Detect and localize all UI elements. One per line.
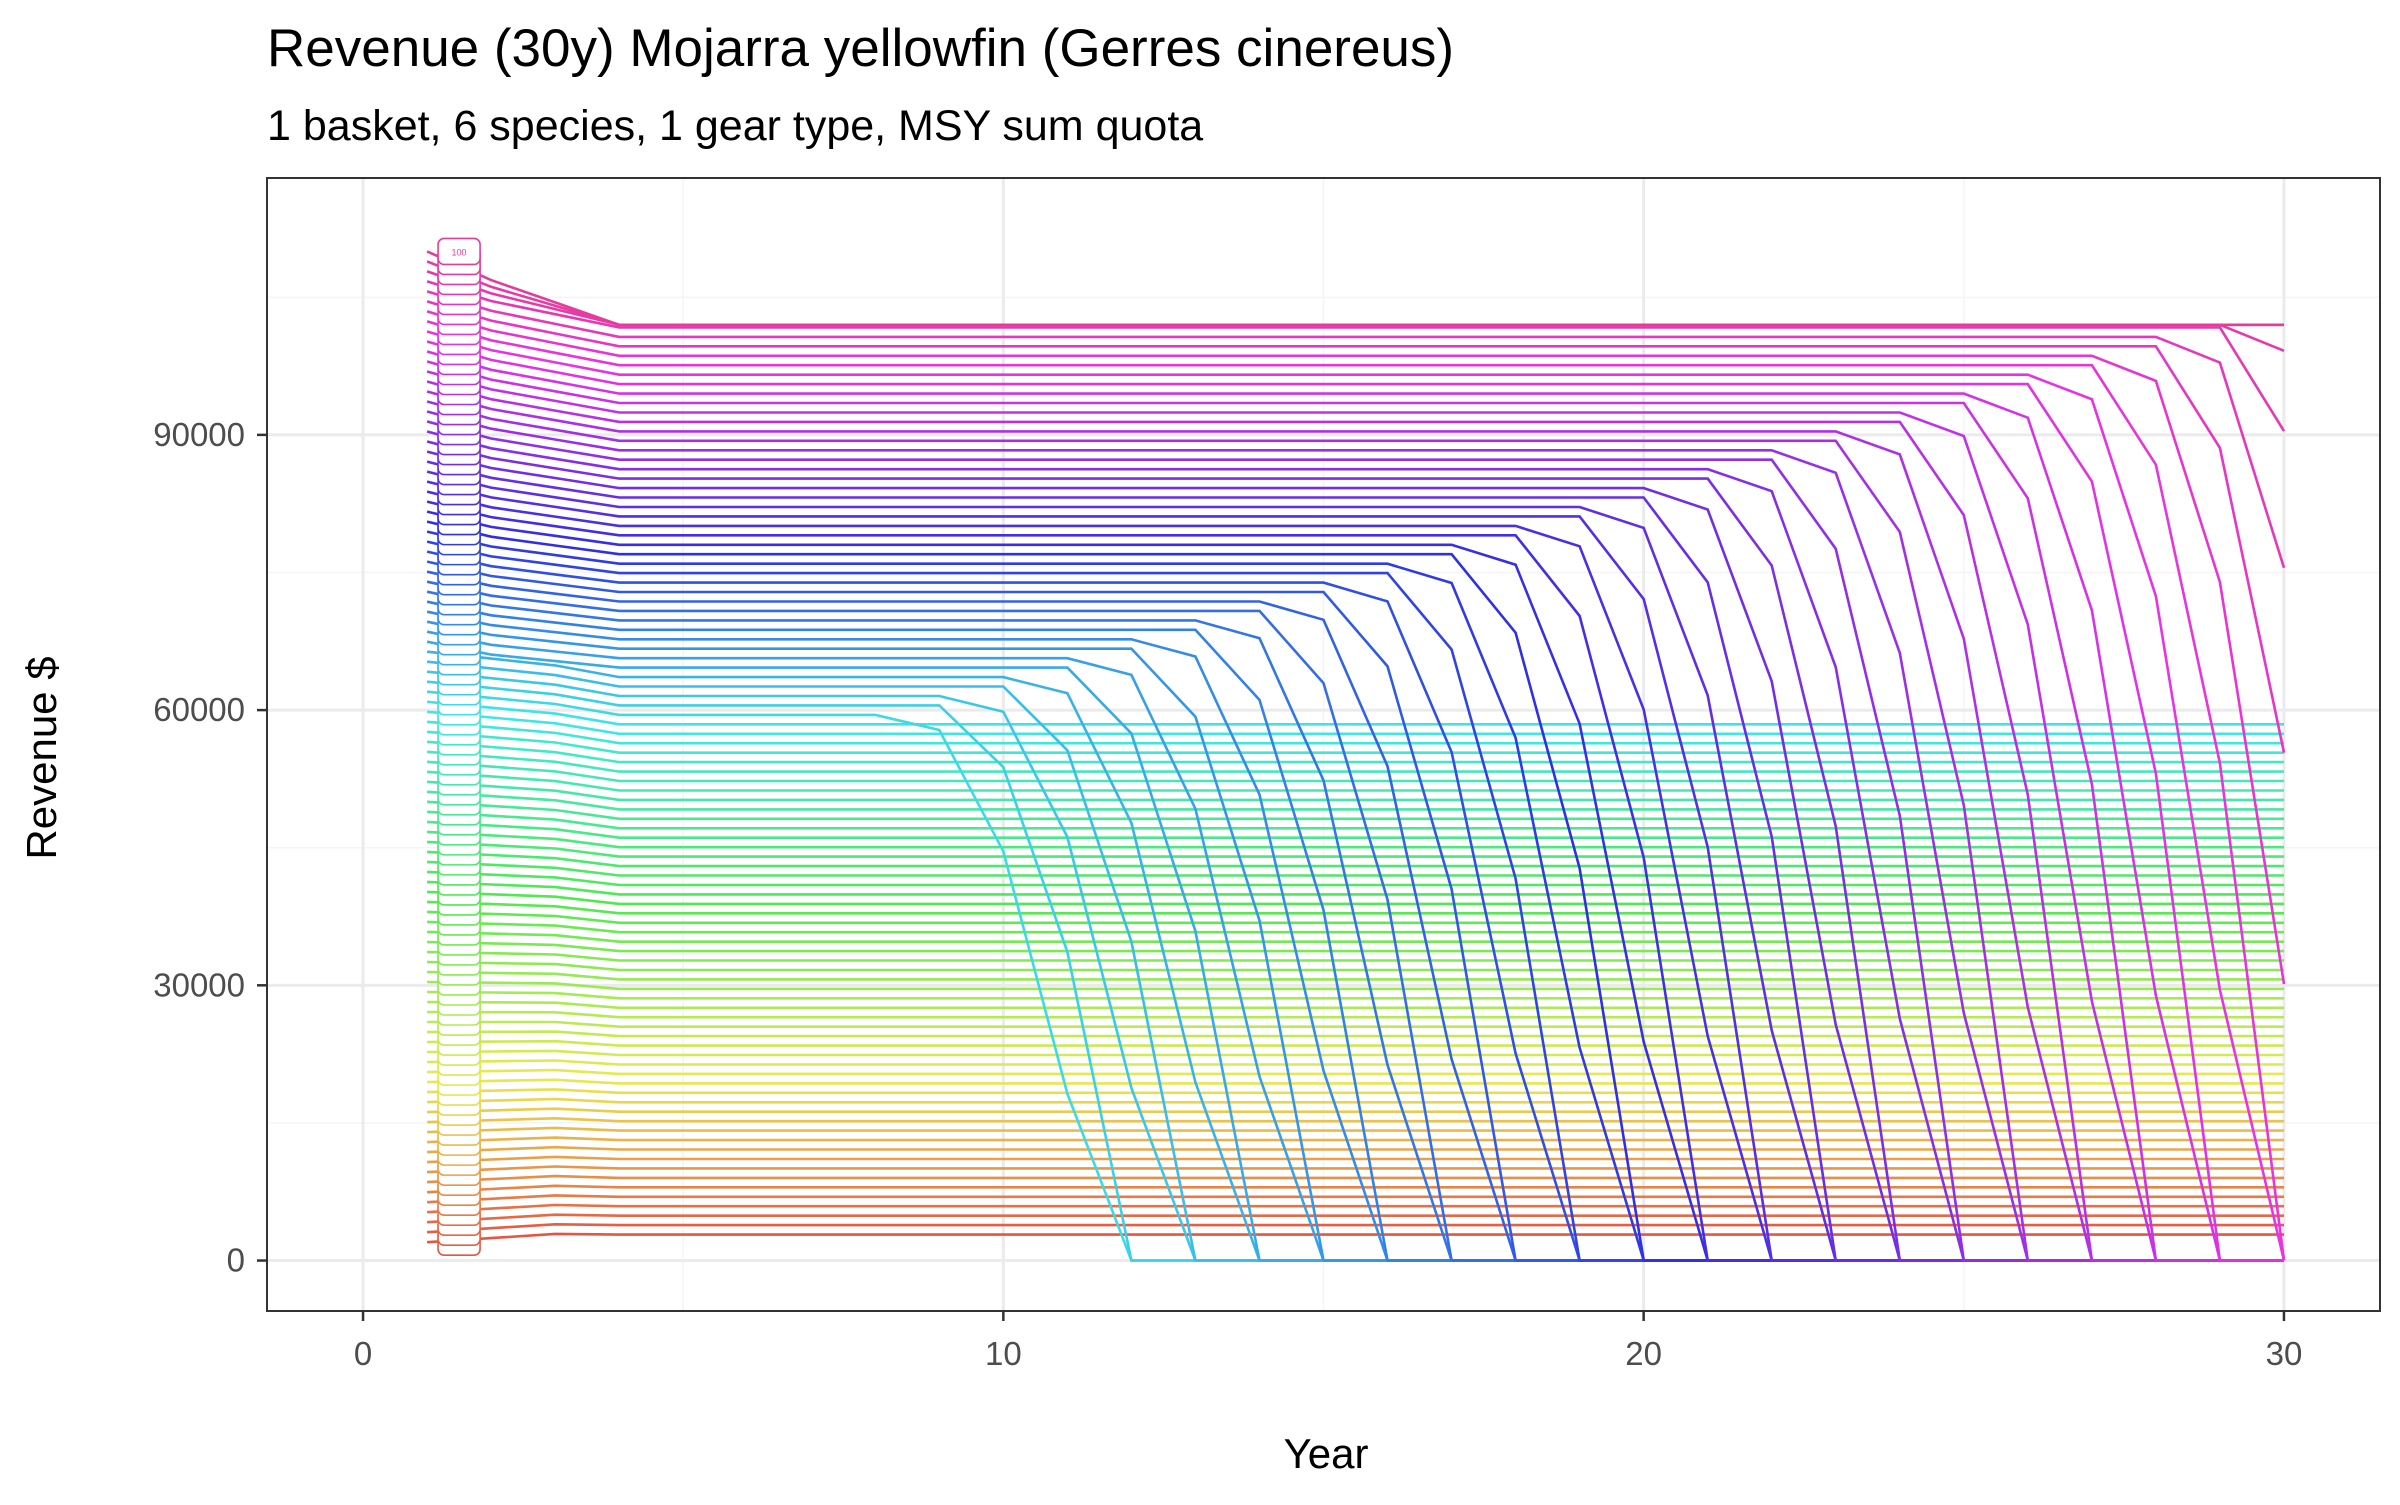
series-line-27 bbox=[427, 980, 2284, 991]
series-line-9 bbox=[427, 1155, 2284, 1164]
series-line-95 bbox=[426, 300, 2286, 753]
series-line-47 bbox=[427, 780, 2284, 802]
series-line-88 bbox=[426, 370, 2284, 1262]
series-line-93 bbox=[426, 320, 2286, 1261]
x-tick-label: 10 bbox=[985, 1335, 1022, 1372]
series-line-1 bbox=[427, 1232, 2284, 1244]
series-line-97 bbox=[426, 280, 2286, 432]
series-line-91 bbox=[426, 340, 2284, 1262]
series-line-31 bbox=[427, 940, 2284, 953]
series-line-24 bbox=[427, 1010, 2284, 1019]
x-axis-title: Year bbox=[1284, 1430, 1369, 1477]
series-line-26 bbox=[427, 990, 2284, 1000]
chart-title: Revenue (30y) Mojarra yellowfin (Gerres … bbox=[267, 19, 1454, 78]
series-line-89 bbox=[426, 360, 2284, 1262]
series-line-5 bbox=[427, 1194, 2284, 1204]
series-line-86 bbox=[426, 390, 2284, 1262]
series-line-53 bbox=[426, 720, 2284, 745]
series-line-7 bbox=[427, 1174, 2284, 1184]
series-line-23 bbox=[427, 1020, 2284, 1028]
series-line-55 bbox=[426, 700, 2284, 726]
x-tick-label: 0 bbox=[354, 1335, 372, 1372]
series-line-94 bbox=[426, 310, 2286, 985]
series-labels: 100 bbox=[437, 237, 481, 1256]
series-line-52 bbox=[426, 730, 2284, 754]
series-line-96 bbox=[426, 290, 2286, 569]
series-lines bbox=[426, 250, 2286, 1262]
series-line-90 bbox=[426, 350, 2284, 1262]
series-line-25 bbox=[427, 1000, 2284, 1010]
series-line-50 bbox=[426, 750, 2284, 773]
series-line-13 bbox=[427, 1116, 2284, 1124]
y-axis-title: Revenue $ bbox=[18, 656, 65, 859]
series-line-54 bbox=[426, 710, 2284, 736]
series-line-40 bbox=[427, 850, 2284, 868]
series-line-41 bbox=[427, 840, 2284, 858]
plot-area: 100 0 30000 60000 90000 0 10 20 30 bbox=[153, 177, 2381, 1372]
series-label-100: 100 bbox=[452, 247, 467, 257]
series-line-49 bbox=[427, 760, 2284, 783]
series-line-11 bbox=[427, 1136, 2284, 1144]
series-line-44 bbox=[427, 810, 2284, 830]
series-line-10 bbox=[427, 1145, 2284, 1154]
series-line-33 bbox=[427, 920, 2284, 934]
series-line-37 bbox=[427, 880, 2284, 896]
series-line-87 bbox=[426, 380, 2284, 1262]
series-line-12 bbox=[427, 1126, 2284, 1134]
series-line-92 bbox=[426, 330, 2286, 1261]
x-tick-label: 20 bbox=[1625, 1335, 1662, 1372]
series-line-16 bbox=[427, 1088, 2284, 1095]
series-line-43 bbox=[427, 820, 2284, 839]
series-line-3 bbox=[427, 1213, 2284, 1224]
series-line-15 bbox=[427, 1097, 2284, 1104]
series-line-42 bbox=[427, 830, 2284, 849]
series-line-19 bbox=[427, 1059, 2284, 1066]
series-line-30 bbox=[427, 950, 2284, 962]
series-line-51 bbox=[426, 740, 2284, 764]
series-line-18 bbox=[427, 1068, 2284, 1076]
y-tick-label: 30000 bbox=[153, 966, 245, 1003]
y-tick-label: 60000 bbox=[153, 691, 245, 728]
series-line-85 bbox=[426, 400, 2284, 1262]
y-tick-label: 0 bbox=[227, 1242, 245, 1279]
series-line-35 bbox=[427, 900, 2284, 915]
series-line-45 bbox=[427, 800, 2284, 821]
series-line-83 bbox=[426, 420, 2284, 1262]
series-line-22 bbox=[427, 1030, 2284, 1038]
series-line-32 bbox=[427, 930, 2284, 943]
series-line-21 bbox=[427, 1039, 2284, 1047]
plot-border bbox=[266, 177, 2381, 1312]
series-line-14 bbox=[427, 1107, 2284, 1114]
chart-subtitle: 1 basket, 6 species, 1 gear type, MSY su… bbox=[267, 102, 1203, 150]
series-line-28 bbox=[427, 970, 2284, 981]
series-line-6 bbox=[427, 1184, 2284, 1194]
series-label-box-100 bbox=[437, 237, 481, 266]
series-line-84 bbox=[426, 410, 2284, 1262]
series-line-4 bbox=[427, 1203, 2284, 1214]
series-line-2 bbox=[427, 1222, 2284, 1234]
series-line-36 bbox=[427, 890, 2284, 906]
y-tick-label: 90000 bbox=[153, 416, 245, 453]
series-line-100 bbox=[426, 250, 2284, 327]
series-line-29 bbox=[427, 960, 2284, 972]
series-line-46 bbox=[427, 790, 2284, 811]
x-tick-label: 30 bbox=[2266, 1335, 2303, 1372]
